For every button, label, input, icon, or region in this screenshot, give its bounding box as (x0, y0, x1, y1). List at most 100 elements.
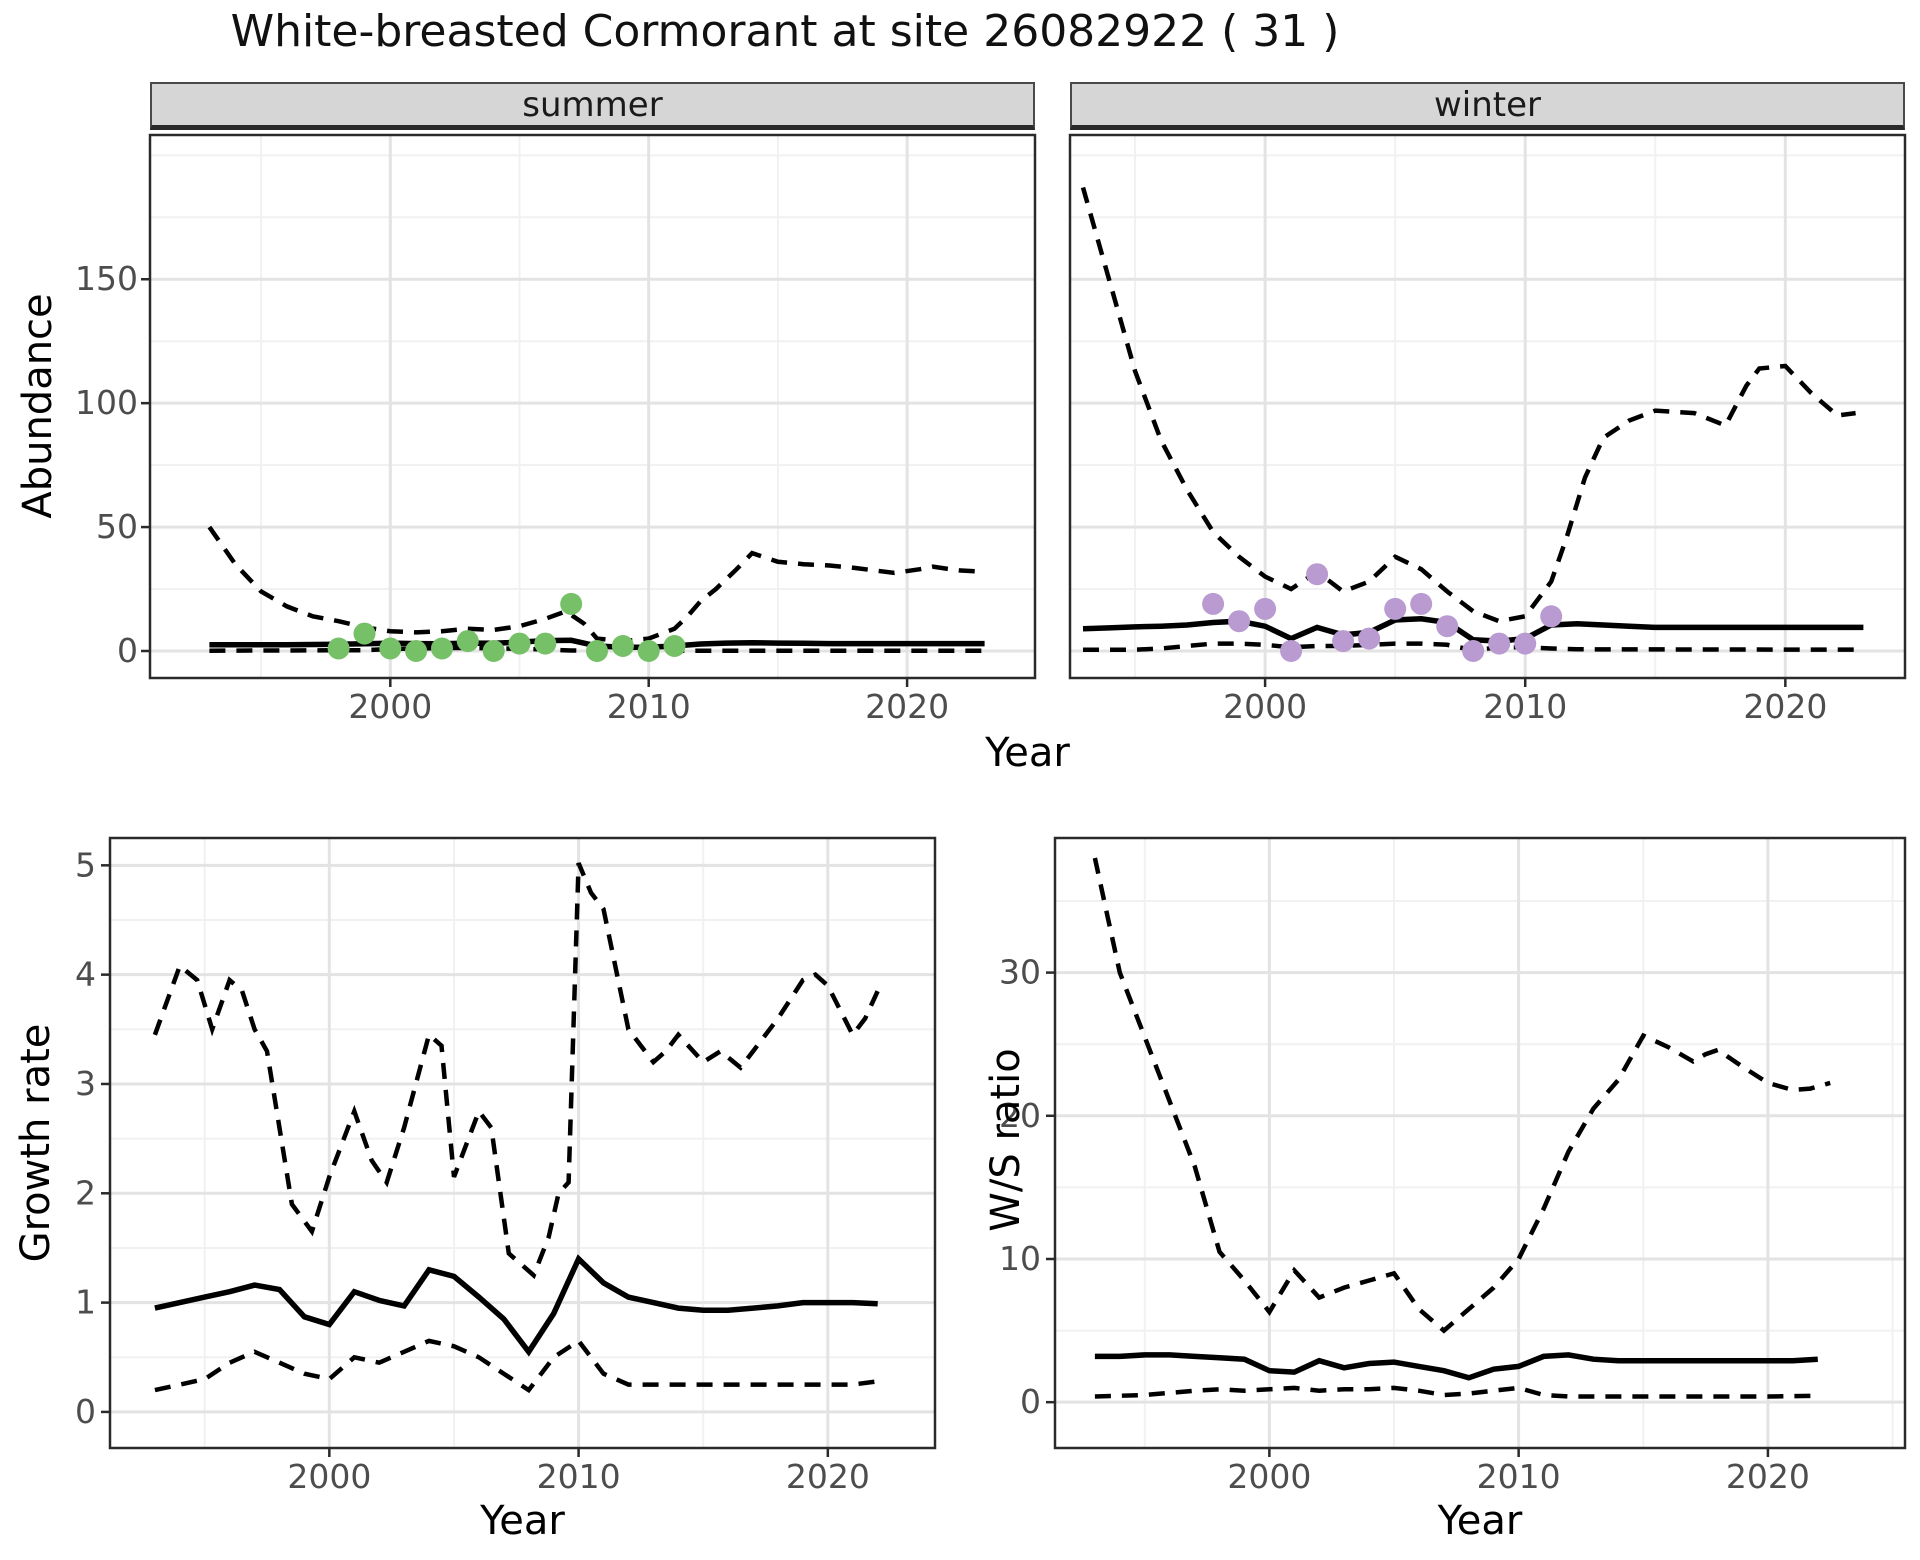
y-tick-label: 0 (1020, 1382, 1041, 1421)
panel-summer: 2000 2010 2020 0 50 100 150 (75, 133, 1037, 726)
data-point (1228, 610, 1251, 633)
data-point (1254, 597, 1277, 620)
panel-ws: 2000 2010 2020 0 10 20 30 (999, 836, 1907, 1496)
data-point (534, 632, 557, 655)
gridlines (110, 838, 935, 1448)
data-point (405, 640, 428, 662)
ws-upper_ci-line (1092, 857, 1831, 1334)
panel-border (1068, 133, 1907, 680)
axis-ticks: 2000 2010 2020 0 1 2 3 4 5 (75, 845, 870, 1496)
data-point (456, 630, 479, 653)
series-group (207, 525, 985, 662)
data-point (637, 640, 660, 662)
x-axis-title-top: Year (985, 730, 1070, 776)
x-tick-label: 2020 (786, 1457, 870, 1496)
panel-border (108, 836, 937, 1450)
x-tick-label: 2020 (1743, 687, 1827, 726)
panel-winter: 2000 2010 2020 (1068, 133, 1907, 726)
data-point (1384, 597, 1407, 620)
x-tick-label: 2000 (287, 1457, 371, 1496)
x-tick-label: 2000 (1227, 1457, 1311, 1496)
data-point (1358, 627, 1381, 650)
ws-median-line (1094, 1352, 1818, 1381)
axis-ticks: 2000 2010 2020 (1223, 678, 1827, 726)
x-tick-label: 2010 (1483, 687, 1567, 726)
data-point (353, 622, 376, 645)
page-title: White-breasted Cormorant at site 2608292… (230, 6, 1340, 57)
data-point (1514, 632, 1537, 655)
data-point (1202, 592, 1225, 615)
facet-strip-summer: summer (150, 82, 1035, 130)
data-point (1280, 640, 1303, 662)
data-point (379, 637, 402, 660)
x-tick-label: 2000 (1223, 687, 1307, 726)
y-tick-label: 5 (75, 845, 96, 884)
data-point (1436, 615, 1459, 638)
facet-strip-winter: winter (1070, 82, 1905, 130)
y-tick-label: 0 (117, 631, 138, 670)
data-point (586, 640, 608, 662)
facet-strip-winter-label: winter (1433, 84, 1542, 125)
y-tick-label: 4 (75, 955, 96, 994)
growth-median-line (154, 1254, 878, 1357)
gridlines (150, 135, 1035, 678)
growth-lower_ci-line (154, 1337, 878, 1394)
series-group (1080, 186, 1864, 662)
y-axis-title-abundance: Abundance (15, 293, 61, 519)
y-tick-label: 100 (75, 383, 138, 422)
y-axis-title-growth-rate: Growth rate (13, 1023, 59, 1263)
data-point (1410, 592, 1433, 615)
data-point (1540, 605, 1563, 628)
y-tick-label: 30 (999, 953, 1041, 992)
y-tick-label: 150 (75, 259, 138, 298)
y-tick-label: 1 (75, 1283, 96, 1322)
panel-border (1053, 836, 1907, 1450)
ws-lower_ci-line (1094, 1385, 1818, 1399)
axis-ticks: 2000 2010 2020 0 50 100 150 (75, 259, 949, 726)
data-point (482, 640, 505, 662)
summer-observations-points (327, 592, 686, 662)
data-point (1462, 640, 1485, 662)
panel-background (1070, 135, 1905, 678)
x-tick-label: 2020 (865, 687, 949, 726)
winter-upper_ci-line (1080, 186, 1856, 624)
y-tick-label: 50 (96, 507, 138, 546)
panel-background (150, 135, 1035, 678)
x-tick-label: 2010 (607, 687, 691, 726)
data-point (611, 635, 634, 657)
panel-border (148, 133, 1037, 680)
x-tick-label: 2010 (537, 1457, 621, 1496)
y-tick-label: 20 (999, 1096, 1041, 1135)
x-axis-title-growth: Year (480, 1498, 565, 1544)
y-tick-label: 0 (75, 1392, 96, 1431)
data-point (560, 592, 583, 615)
x-tick-label: 2010 (1477, 1457, 1561, 1496)
x-tick-label: 2000 (348, 687, 432, 726)
data-point (431, 637, 453, 660)
panel-background (1055, 838, 1905, 1448)
gridlines (1070, 135, 1905, 678)
data-point (1306, 563, 1329, 586)
data-point (663, 635, 686, 657)
data-point (508, 632, 531, 655)
data-point (1332, 630, 1355, 653)
y-tick-label: 10 (999, 1239, 1041, 1278)
series-group (152, 862, 880, 1394)
panel-growth: 2000 2010 2020 0 1 2 3 4 5 (75, 836, 937, 1496)
data-point (1488, 632, 1511, 655)
data-point (327, 637, 350, 660)
facet-strip-summer-label: summer (522, 84, 663, 125)
y-tick-label: 2 (75, 1173, 96, 1212)
growth-upper_ci-line (152, 862, 880, 1280)
x-tick-label: 2020 (1726, 1457, 1810, 1496)
y-tick-label: 3 (75, 1064, 96, 1103)
series-group (1092, 857, 1831, 1399)
gridlines (1055, 838, 1905, 1448)
y-axis-title-ws-ratio: W/S ratio (983, 1048, 1029, 1232)
x-axis-title-ws: Year (1437, 1498, 1523, 1544)
winter-median-line (1082, 616, 1864, 644)
winter-observations-points (1202, 563, 1563, 662)
axis-ticks: 2000 2010 2020 0 10 20 30 (999, 953, 1810, 1496)
